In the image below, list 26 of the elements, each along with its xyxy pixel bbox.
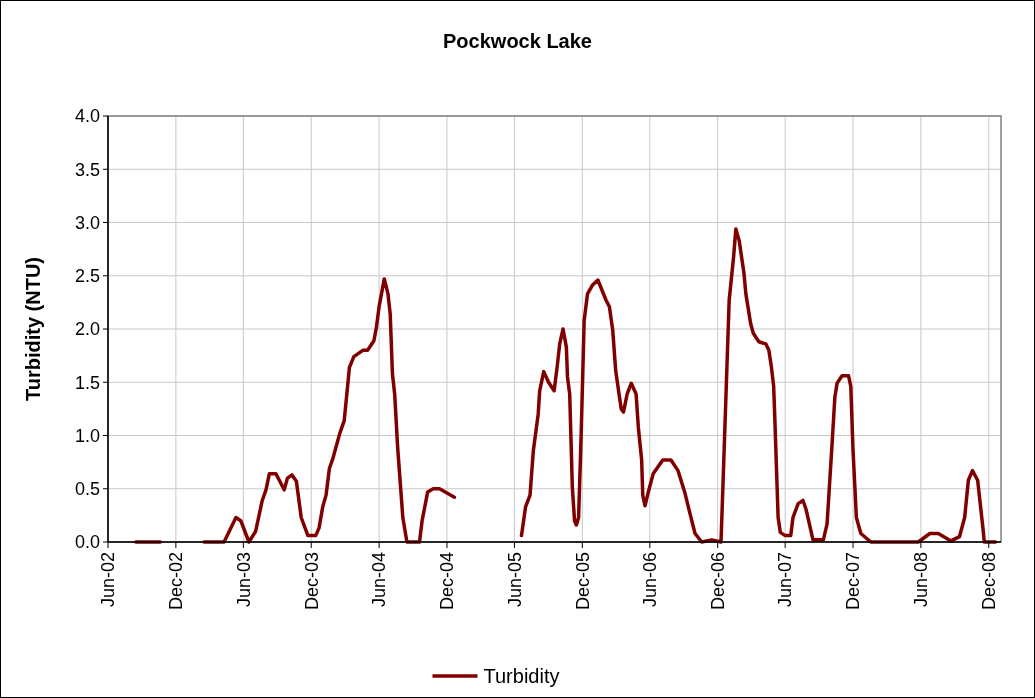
x-tick-label: Dec-08 xyxy=(979,552,1000,611)
y-tick-label: 0.5 xyxy=(74,479,100,500)
y-tick-label: 0.0 xyxy=(74,532,100,553)
x-tick-label: Jun-04 xyxy=(369,552,390,608)
legend-label: Turbidity xyxy=(483,665,560,687)
chart-title: Pockwock Lake xyxy=(443,30,592,52)
x-tick-label: Dec-06 xyxy=(707,552,728,611)
y-tick-label: 2.5 xyxy=(74,266,100,287)
x-tick-label: Jun-08 xyxy=(911,552,932,608)
x-tick-label: Dec-05 xyxy=(572,552,593,611)
y-tick-label: 4.0 xyxy=(74,106,100,127)
x-tick-label: Dec-04 xyxy=(437,552,458,611)
x-tick-label: Jun-02 xyxy=(98,552,119,608)
y-tick-label: 3.0 xyxy=(74,212,100,233)
x-tick-label: Jun-06 xyxy=(640,552,661,608)
y-tick-label: 1.5 xyxy=(74,372,100,393)
x-tick-label: Dec-03 xyxy=(301,552,322,611)
y-tick-label: 1.0 xyxy=(74,425,100,446)
x-tick-label: Dec-02 xyxy=(166,552,187,611)
x-tick-label: Jun-03 xyxy=(233,552,254,608)
x-tick-label: Jun-07 xyxy=(775,552,796,608)
x-tick-label: Jun-05 xyxy=(504,552,525,608)
y-axis-title: Turbidity (NTU) xyxy=(22,256,44,402)
x-tick-label: Dec-07 xyxy=(843,552,864,611)
y-tick-label: 3.5 xyxy=(74,159,100,180)
y-tick-label: 2.0 xyxy=(74,319,100,340)
